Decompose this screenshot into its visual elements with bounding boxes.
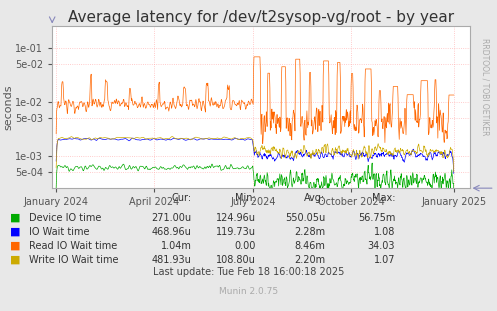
Y-axis label: seconds: seconds: [3, 85, 13, 130]
Text: 271.00u: 271.00u: [151, 213, 191, 223]
Text: 481.93u: 481.93u: [152, 255, 191, 265]
Text: 2.20m: 2.20m: [294, 255, 326, 265]
Text: Write IO Wait time: Write IO Wait time: [29, 255, 118, 265]
Text: 1.07: 1.07: [374, 255, 395, 265]
Text: Min:: Min:: [235, 193, 256, 202]
Text: 1.04m: 1.04m: [161, 241, 191, 251]
Text: Read IO Wait time: Read IO Wait time: [29, 241, 117, 251]
Text: 108.80u: 108.80u: [216, 255, 256, 265]
Text: 550.05u: 550.05u: [285, 213, 326, 223]
Text: Munin 2.0.75: Munin 2.0.75: [219, 287, 278, 296]
Text: 2.28m: 2.28m: [294, 227, 326, 237]
Text: Max:: Max:: [372, 193, 395, 202]
Text: 124.96u: 124.96u: [216, 213, 256, 223]
Text: 8.46m: 8.46m: [295, 241, 326, 251]
Text: RRDTOOL / TOBI OETIKER: RRDTOOL / TOBI OETIKER: [480, 38, 489, 136]
Text: 34.03: 34.03: [368, 241, 395, 251]
Text: 119.73u: 119.73u: [216, 227, 256, 237]
Text: Cur:: Cur:: [171, 193, 191, 202]
Title: Average latency for /dev/t2sysop-vg/root - by year: Average latency for /dev/t2sysop-vg/root…: [68, 10, 454, 25]
Text: IO Wait time: IO Wait time: [29, 227, 89, 237]
Text: Avg:: Avg:: [304, 193, 326, 202]
Text: ■: ■: [10, 241, 20, 251]
Text: ■: ■: [10, 227, 20, 237]
Text: Device IO time: Device IO time: [29, 213, 101, 223]
Text: Last update: Tue Feb 18 16:00:18 2025: Last update: Tue Feb 18 16:00:18 2025: [153, 267, 344, 277]
Text: 0.00: 0.00: [235, 241, 256, 251]
Text: 1.08: 1.08: [374, 227, 395, 237]
Text: 56.75m: 56.75m: [358, 213, 395, 223]
Text: ■: ■: [10, 255, 20, 265]
Text: 468.96u: 468.96u: [152, 227, 191, 237]
Text: ■: ■: [10, 213, 20, 223]
